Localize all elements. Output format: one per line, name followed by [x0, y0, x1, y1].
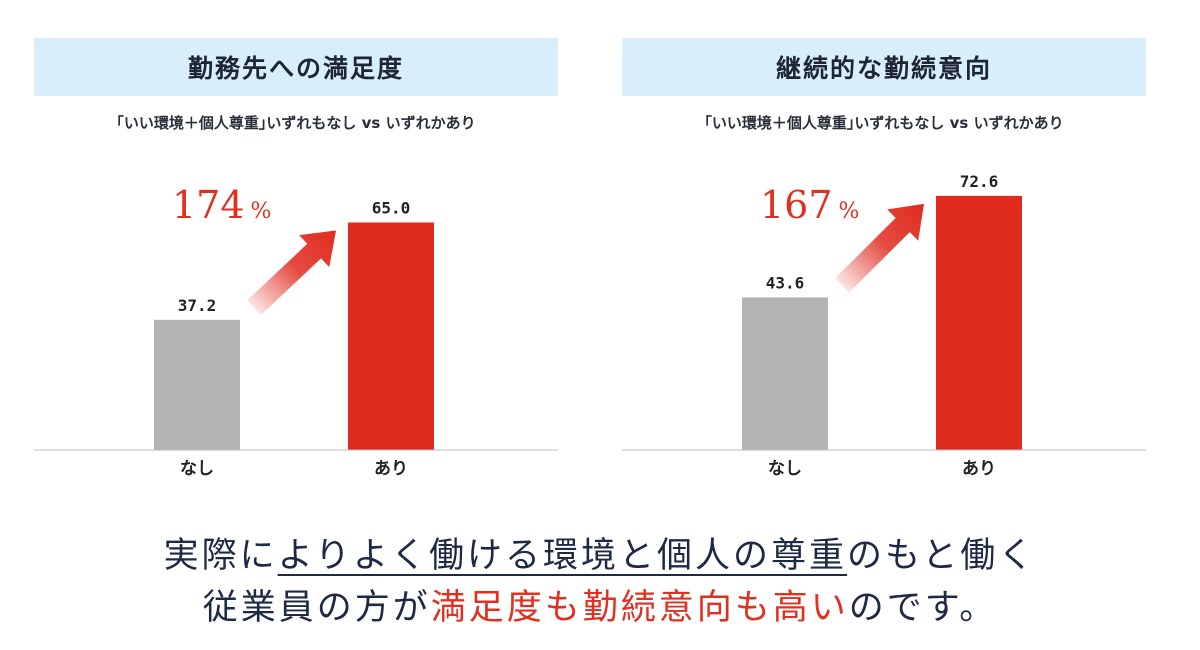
- data-label: 65.0: [372, 199, 411, 218]
- conclusion-text-underlined: よりよく働ける環境と個人の尊重: [277, 536, 847, 576]
- growth-percentage-label: 174%: [172, 183, 271, 227]
- growth-arrow: [835, 203, 924, 293]
- bar-chart-retention: 43.6 なし 72.6 あり 167%: [622, 172, 1146, 479]
- bar-present: [348, 222, 434, 450]
- bar-none: [742, 297, 828, 450]
- category-label: なし: [768, 459, 802, 479]
- conclusion-line-1: 実際によりよく働ける環境と個人の尊重のもと働く: [0, 530, 1200, 582]
- conclusion-text-plain: のです。: [848, 588, 998, 628]
- chart-panel-retention: 継続的な勤続意向 ｢いい環境＋個人尊重｣いずれもなし vs いずれかあり 43.…: [622, 38, 1146, 488]
- conclusion-text-plain: のもと働く: [847, 536, 1037, 576]
- bar-chart-satisfaction: 37.2 なし 65.0 あり 174%: [34, 183, 558, 479]
- conclusion-text: 実際によりよく働ける環境と個人の尊重のもと働く 従業員の方が満足度も勤続意向も高…: [0, 530, 1200, 634]
- chart-title: 継続的な勤続意向: [622, 38, 1146, 96]
- data-label: 72.6: [960, 172, 999, 191]
- conclusion-text-plain: 従業員の方が: [202, 588, 431, 628]
- chart-panel-satisfaction: 勤務先への満足度 ｢いい環境＋個人尊重｣いずれもなし vs いずれかあり 37.…: [34, 38, 558, 488]
- growth-arrow: [247, 230, 336, 316]
- category-label: あり: [962, 459, 996, 479]
- bar-present: [936, 195, 1022, 450]
- growth-percentage-label: 167%: [760, 183, 859, 227]
- chart-title: 勤務先への満足度: [34, 38, 558, 96]
- conclusion-line-2: 従業員の方が満足度も勤続意向も高いのです。: [0, 582, 1200, 634]
- chart-subtitle: ｢いい環境＋個人尊重｣いずれもなし vs いずれかあり: [116, 114, 476, 132]
- chart-subtitle: ｢いい環境＋個人尊重｣いずれもなし vs いずれかあり: [704, 114, 1064, 132]
- data-label: 43.6: [766, 273, 805, 292]
- category-label: あり: [374, 459, 408, 479]
- data-label: 37.2: [178, 296, 217, 315]
- conclusion-text-plain: 実際に: [163, 536, 278, 576]
- bar-none: [154, 319, 240, 450]
- category-label: なし: [180, 459, 214, 479]
- conclusion-text-highlight: 満足度も勤続意向も高い: [430, 588, 849, 628]
